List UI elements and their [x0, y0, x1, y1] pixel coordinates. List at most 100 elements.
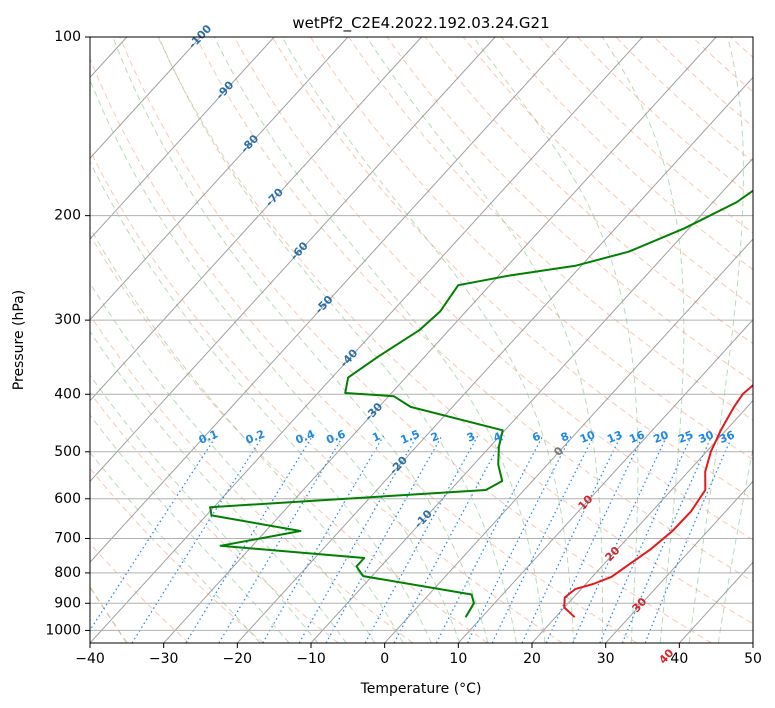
moist-adiabat	[90, 78, 461, 643]
dry-adiabat	[386, 37, 753, 383]
x-axis-label: Temperature (°C)	[360, 681, 482, 697]
mixing-ratio-line	[621, 435, 713, 643]
isotherm	[236, 76, 753, 643]
moist-adiabat	[366, 37, 603, 643]
dry-adiabat	[577, 37, 753, 198]
mixing-ratio-line	[131, 435, 264, 643]
mixing-ratio-line	[521, 435, 622, 643]
x-axis: −40 −30 −20 −10 0 10 20 30 40 50	[75, 643, 762, 667]
moist-adiabat	[90, 414, 290, 643]
y-axis: 100 200 300 400 500 600 700 800 900 1000	[45, 29, 90, 638]
x-tick-label: 10	[449, 651, 467, 667]
dewpoint-profile-line	[209, 189, 753, 618]
mixing-ratio-label: 10	[578, 428, 597, 446]
dry-adiabat	[653, 37, 753, 128]
moist-adiabat	[717, 445, 753, 643]
isotherm	[752, 642, 753, 643]
temperature-profile-line	[563, 383, 753, 618]
y-tick-label: 800	[54, 565, 81, 581]
x-tick-label: 30	[597, 651, 615, 667]
mixing-ratio-line	[218, 435, 344, 643]
y-tick-label: 100	[54, 29, 81, 45]
y-tick-label: 400	[54, 386, 81, 402]
dry-adiabat	[501, 37, 753, 271]
y-tick-label: 700	[54, 531, 81, 547]
dry-adiabat	[90, 467, 264, 643]
chart-title: wetPf2_C2E4.2022.192.03.24.G21	[292, 14, 549, 33]
mixing-ratio-line	[466, 435, 572, 643]
dry-adiabat	[769, 37, 775, 643]
mixing-ratio-label: 16	[627, 428, 646, 446]
mixing-ratio-label: 1	[370, 430, 382, 445]
x-tick-label: 20	[523, 651, 541, 667]
mixing-ratio-line	[364, 435, 479, 643]
mixing-ratio-line	[90, 435, 217, 632]
x-tick-label: 40	[670, 651, 688, 667]
mixing-ratio-label: 30	[697, 428, 716, 446]
x-tick-label: −10	[296, 651, 326, 667]
isotherm	[90, 37, 201, 159]
plot-frame	[89, 36, 754, 644]
dry-adiabat	[90, 314, 414, 643]
background-lines	[90, 37, 775, 643]
mixing-ratio-label: 20	[651, 428, 670, 446]
mixing-ratio-line	[262, 435, 385, 643]
isotherm	[90, 37, 275, 240]
dry-adiabat	[539, 37, 753, 234]
mixing-ratio-label: 0.1	[197, 427, 220, 446]
isotherm	[90, 37, 422, 402]
profile-lines	[209, 189, 753, 618]
mixing-ratio-line	[491, 435, 595, 643]
mixing-ratio-line	[545, 435, 644, 643]
dry-adiabat	[157, 37, 753, 625]
dry-adiabat	[90, 391, 339, 643]
mixing-ratio-line	[325, 435, 443, 643]
x-tick-label: 0	[380, 651, 389, 667]
mixing-ratio-line	[393, 435, 505, 643]
isotherm	[310, 157, 753, 643]
isotherm	[90, 37, 349, 321]
moist-adiabat	[90, 160, 432, 643]
mixing-ratio-label: 36	[717, 428, 736, 446]
mixing-ratio-label: 1.5	[399, 427, 422, 446]
isotherm	[90, 37, 570, 563]
isotherm	[457, 319, 753, 643]
moist-adiabat	[601, 37, 685, 643]
y-axis-label: Pressure (hPa)	[11, 290, 27, 390]
dry-adiabat	[272, 37, 753, 500]
moist-adiabat	[90, 226, 404, 643]
mixing-ratio-line	[435, 435, 544, 643]
x-tick-label: −40	[75, 651, 105, 667]
dry-adiabat	[90, 542, 190, 643]
mixing-ratio-line	[644, 435, 733, 643]
mixing-ratio-line	[185, 435, 314, 643]
mixing-ratio-label: 25	[676, 428, 695, 446]
isotherm	[605, 480, 753, 643]
y-tick-label: 600	[54, 491, 81, 507]
x-tick-label: −20	[223, 651, 253, 667]
mixing-ratio-line	[599, 435, 692, 643]
moist-adiabat	[90, 451, 261, 643]
isotherm	[90, 37, 643, 643]
moist-adiabat	[158, 37, 517, 643]
mixing-ratio-label: 0.6	[324, 427, 347, 446]
y-tick-label: 900	[54, 595, 81, 611]
mixing-ratio-line	[298, 435, 418, 643]
mixing-ratio-label: 13	[605, 428, 624, 446]
dry-adiabat	[615, 37, 753, 163]
isotherm	[531, 399, 753, 643]
dry-adiabat	[195, 37, 753, 582]
moist-adiabat	[213, 37, 546, 643]
moist-adiabat	[90, 282, 376, 643]
moist-adiabat	[472, 37, 639, 643]
dry-adiabat	[90, 149, 563, 643]
isotherm	[90, 37, 496, 483]
y-tick-label: 1000	[45, 622, 81, 638]
mixing-ratio-label: 2	[429, 430, 441, 445]
dry-adiabat	[233, 37, 753, 541]
moist-adiabat	[281, 37, 575, 643]
isotherm	[163, 37, 717, 643]
dry-adiabat	[348, 37, 753, 421]
dry-adiabat	[424, 37, 753, 345]
moist-adiabat	[112, 37, 489, 643]
